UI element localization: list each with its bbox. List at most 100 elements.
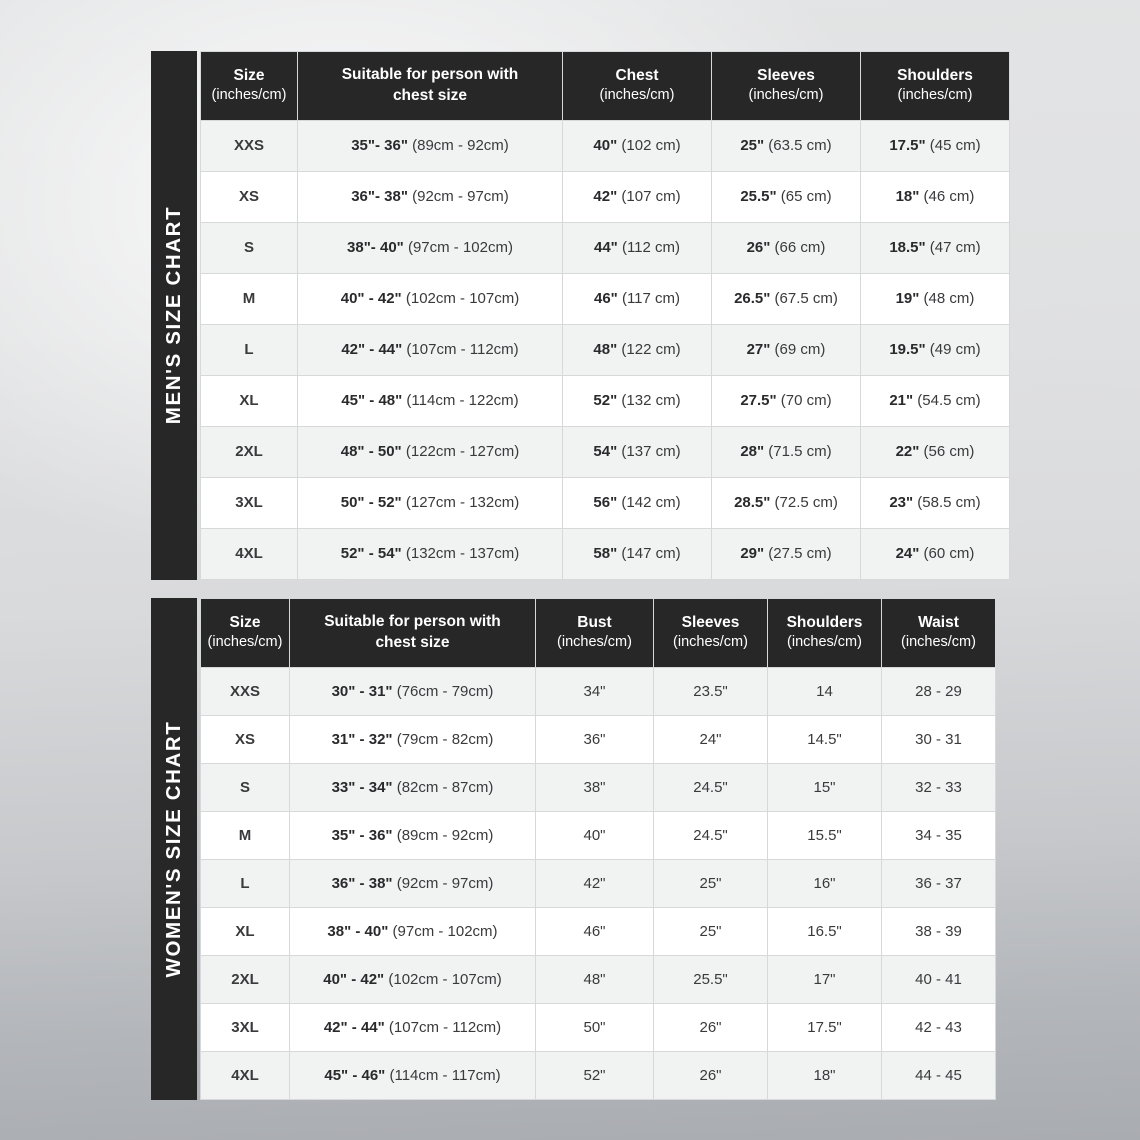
- mens-cell-shoulders: 18.5" (47 cm): [861, 222, 1009, 273]
- womens-chart-side-banner: WOMEN'S SIZE CHART: [151, 598, 197, 1100]
- womens-cell-size: XL: [201, 907, 289, 955]
- mens-cell-size: S: [201, 222, 297, 273]
- mens-col-suitable: Suitable for person with chest size: [298, 52, 562, 120]
- womens-cell-size: XXS: [201, 667, 289, 715]
- mens-cell-shoulders: 18" (46 cm): [861, 171, 1009, 222]
- womens-cell-suitable: 40" - 42" (102cm - 107cm): [290, 955, 535, 1003]
- mens-cell-suitable: 45" - 48" (114cm - 122cm): [298, 375, 562, 426]
- womens-cell-shoulders: 16": [768, 859, 881, 907]
- womens-cell-size: L: [201, 859, 289, 907]
- mens-table-row: XS 36"- 38" (92cm - 97cm) 42" (107 cm) 25.5…: [201, 171, 1009, 222]
- mens-cell-size: 4XL: [201, 528, 297, 579]
- womens-cell-shoulders: 17": [768, 955, 881, 1003]
- womens-size-chart: WOMEN'S SIZE CHART Size (inches/cm) Suit…: [151, 598, 996, 1100]
- womens-col-size-title: Size: [229, 613, 261, 631]
- womens-cell-bust: 34": [536, 667, 653, 715]
- womens-cell-sleeves: 24.5": [654, 811, 767, 859]
- womens-cell-sleeves: 23.5": [654, 667, 767, 715]
- womens-col-sleeves-sub: (inches/cm): [673, 634, 748, 651]
- womens-cell-shoulders: 15.5": [768, 811, 881, 859]
- womens-cell-waist: 42 - 43: [882, 1003, 995, 1051]
- womens-header-row: Size (inches/cm) Suitable for person wit…: [201, 599, 995, 667]
- womens-col-bust: Bust (inches/cm): [536, 599, 653, 667]
- womens-cell-size: XS: [201, 715, 289, 763]
- mens-cell-suitable: 35"- 36" (89cm - 92cm): [298, 120, 562, 171]
- mens-col-size: Size (inches/cm): [201, 52, 297, 120]
- mens-cell-chest: 56" (142 cm): [563, 477, 711, 528]
- womens-col-bust-title: Bust: [577, 613, 612, 631]
- womens-cell-suitable: 30" - 31" (76cm - 79cm): [290, 667, 535, 715]
- womens-chart-title: WOMEN'S SIZE CHART: [162, 720, 185, 978]
- mens-col-suitable-title: Suitable for person with: [341, 66, 519, 83]
- mens-cell-chest: 52" (132 cm): [563, 375, 711, 426]
- womens-table-row: 3XL 42" - 44" (107cm - 112cm) 50" 26" 17.5" 4…: [201, 1003, 995, 1051]
- mens-cell-shoulders: 22" (56 cm): [861, 426, 1009, 477]
- mens-cell-suitable: 38"- 40" (97cm - 102cm): [298, 222, 562, 273]
- womens-table-row: XXS 30" - 31" (76cm - 79cm) 34" 23.5" 14 28 -…: [201, 667, 995, 715]
- mens-cell-suitable: 42" - 44" (107cm - 112cm): [298, 324, 562, 375]
- womens-col-size: Size (inches/cm): [201, 599, 289, 667]
- mens-col-shoulders-sub: (inches/cm): [897, 87, 973, 104]
- mens-table-row: 3XL 50" - 52" (127cm - 132cm) 56" (142 cm)…: [201, 477, 1009, 528]
- mens-cell-shoulders: 21" (54.5 cm): [861, 375, 1009, 426]
- womens-cell-bust: 48": [536, 955, 653, 1003]
- mens-col-sleeves: Sleeves (inches/cm): [712, 52, 860, 120]
- mens-cell-size: XXS: [201, 120, 297, 171]
- womens-cell-bust: 52": [536, 1051, 653, 1099]
- mens-cell-suitable: 50" - 52" (127cm - 132cm): [298, 477, 562, 528]
- mens-cell-sleeves: 27" (69 cm): [712, 324, 860, 375]
- womens-col-suitable-title: Suitable for person with: [324, 613, 501, 630]
- mens-col-sleeves-sub: (inches/cm): [748, 87, 824, 104]
- womens-cell-size: 4XL: [201, 1051, 289, 1099]
- mens-cell-chest: 58" (147 cm): [563, 528, 711, 579]
- mens-table-row: L 42" - 44" (107cm - 112cm) 48" (122 cm) 27…: [201, 324, 1009, 375]
- womens-cell-waist: 30 - 31: [882, 715, 995, 763]
- mens-cell-sleeves: 28" (71.5 cm): [712, 426, 860, 477]
- mens-table-body: XXS 35"- 36" (89cm - 92cm) 40" (102 cm) 25"…: [201, 120, 1009, 579]
- mens-size-table: Size (inches/cm) Suitable for person wit…: [200, 51, 1010, 580]
- womens-cell-sleeves: 24.5": [654, 763, 767, 811]
- womens-col-waist-title: Waist: [918, 613, 959, 631]
- mens-cell-sleeves: 25.5" (65 cm): [712, 171, 860, 222]
- womens-col-shoulders-title: Shoulders: [786, 613, 863, 631]
- womens-cell-suitable: 35" - 36" (89cm - 92cm): [290, 811, 535, 859]
- womens-col-sleeves-title: Sleeves: [681, 613, 740, 631]
- womens-cell-shoulders: 17.5": [768, 1003, 881, 1051]
- mens-cell-chest: 40" (102 cm): [563, 120, 711, 171]
- womens-cell-sleeves: 24": [654, 715, 767, 763]
- womens-col-suitable-title2: chest size: [375, 633, 450, 651]
- womens-cell-waist: 38 - 39: [882, 907, 995, 955]
- womens-table-row: M 35" - 36" (89cm - 92cm) 40" 24.5" 15.5" 34 …: [201, 811, 995, 859]
- mens-size-chart: MEN'S SIZE CHART Size (inches/cm) Suitab…: [151, 51, 1010, 580]
- mens-cell-sleeves: 28.5" (72.5 cm): [712, 477, 860, 528]
- womens-cell-shoulders: 15": [768, 763, 881, 811]
- mens-cell-shoulders: 23" (58.5 cm): [861, 477, 1009, 528]
- womens-table-row: S 33" - 34" (82cm - 87cm) 38" 24.5" 15" 32 - …: [201, 763, 995, 811]
- mens-chart-title: MEN'S SIZE CHART: [162, 206, 185, 425]
- mens-cell-size: 3XL: [201, 477, 297, 528]
- womens-cell-waist: 34 - 35: [882, 811, 995, 859]
- mens-col-chest-sub: (inches/cm): [599, 87, 675, 104]
- womens-table-body: XXS 30" - 31" (76cm - 79cm) 34" 23.5" 14 28 -…: [201, 667, 995, 1099]
- womens-cell-waist: 44 - 45: [882, 1051, 995, 1099]
- mens-cell-size: XL: [201, 375, 297, 426]
- mens-cell-size: XS: [201, 171, 297, 222]
- mens-col-shoulders: Shoulders (inches/cm): [861, 52, 1009, 120]
- mens-table-row: XXS 35"- 36" (89cm - 92cm) 40" (102 cm) 25"…: [201, 120, 1009, 171]
- womens-table-row: 2XL 40" - 42" (102cm - 107cm) 48" 25.5" 17" 4…: [201, 955, 995, 1003]
- womens-cell-waist: 40 - 41: [882, 955, 995, 1003]
- womens-cell-sleeves: 25.5": [654, 955, 767, 1003]
- womens-cell-size: 2XL: [201, 955, 289, 1003]
- womens-cell-bust: 42": [536, 859, 653, 907]
- womens-col-suitable: Suitable for person with chest size: [290, 599, 535, 667]
- womens-table-row: XL 38" - 40" (97cm - 102cm) 46" 25" 16.5" 38 …: [201, 907, 995, 955]
- womens-cell-waist: 28 - 29: [882, 667, 995, 715]
- womens-table-row: L 36" - 38" (92cm - 97cm) 42" 25" 16" 36 - 37: [201, 859, 995, 907]
- mens-cell-chest: 48" (122 cm): [563, 324, 711, 375]
- mens-cell-sleeves: 29" (27.5 cm): [712, 528, 860, 579]
- womens-cell-sleeves: 26": [654, 1051, 767, 1099]
- mens-col-chest: Chest (inches/cm): [563, 52, 711, 120]
- mens-cell-suitable: 48" - 50" (122cm - 127cm): [298, 426, 562, 477]
- mens-cell-shoulders: 19" (48 cm): [861, 273, 1009, 324]
- mens-table-row: 2XL 48" - 50" (122cm - 127cm) 54" (137 cm)…: [201, 426, 1009, 477]
